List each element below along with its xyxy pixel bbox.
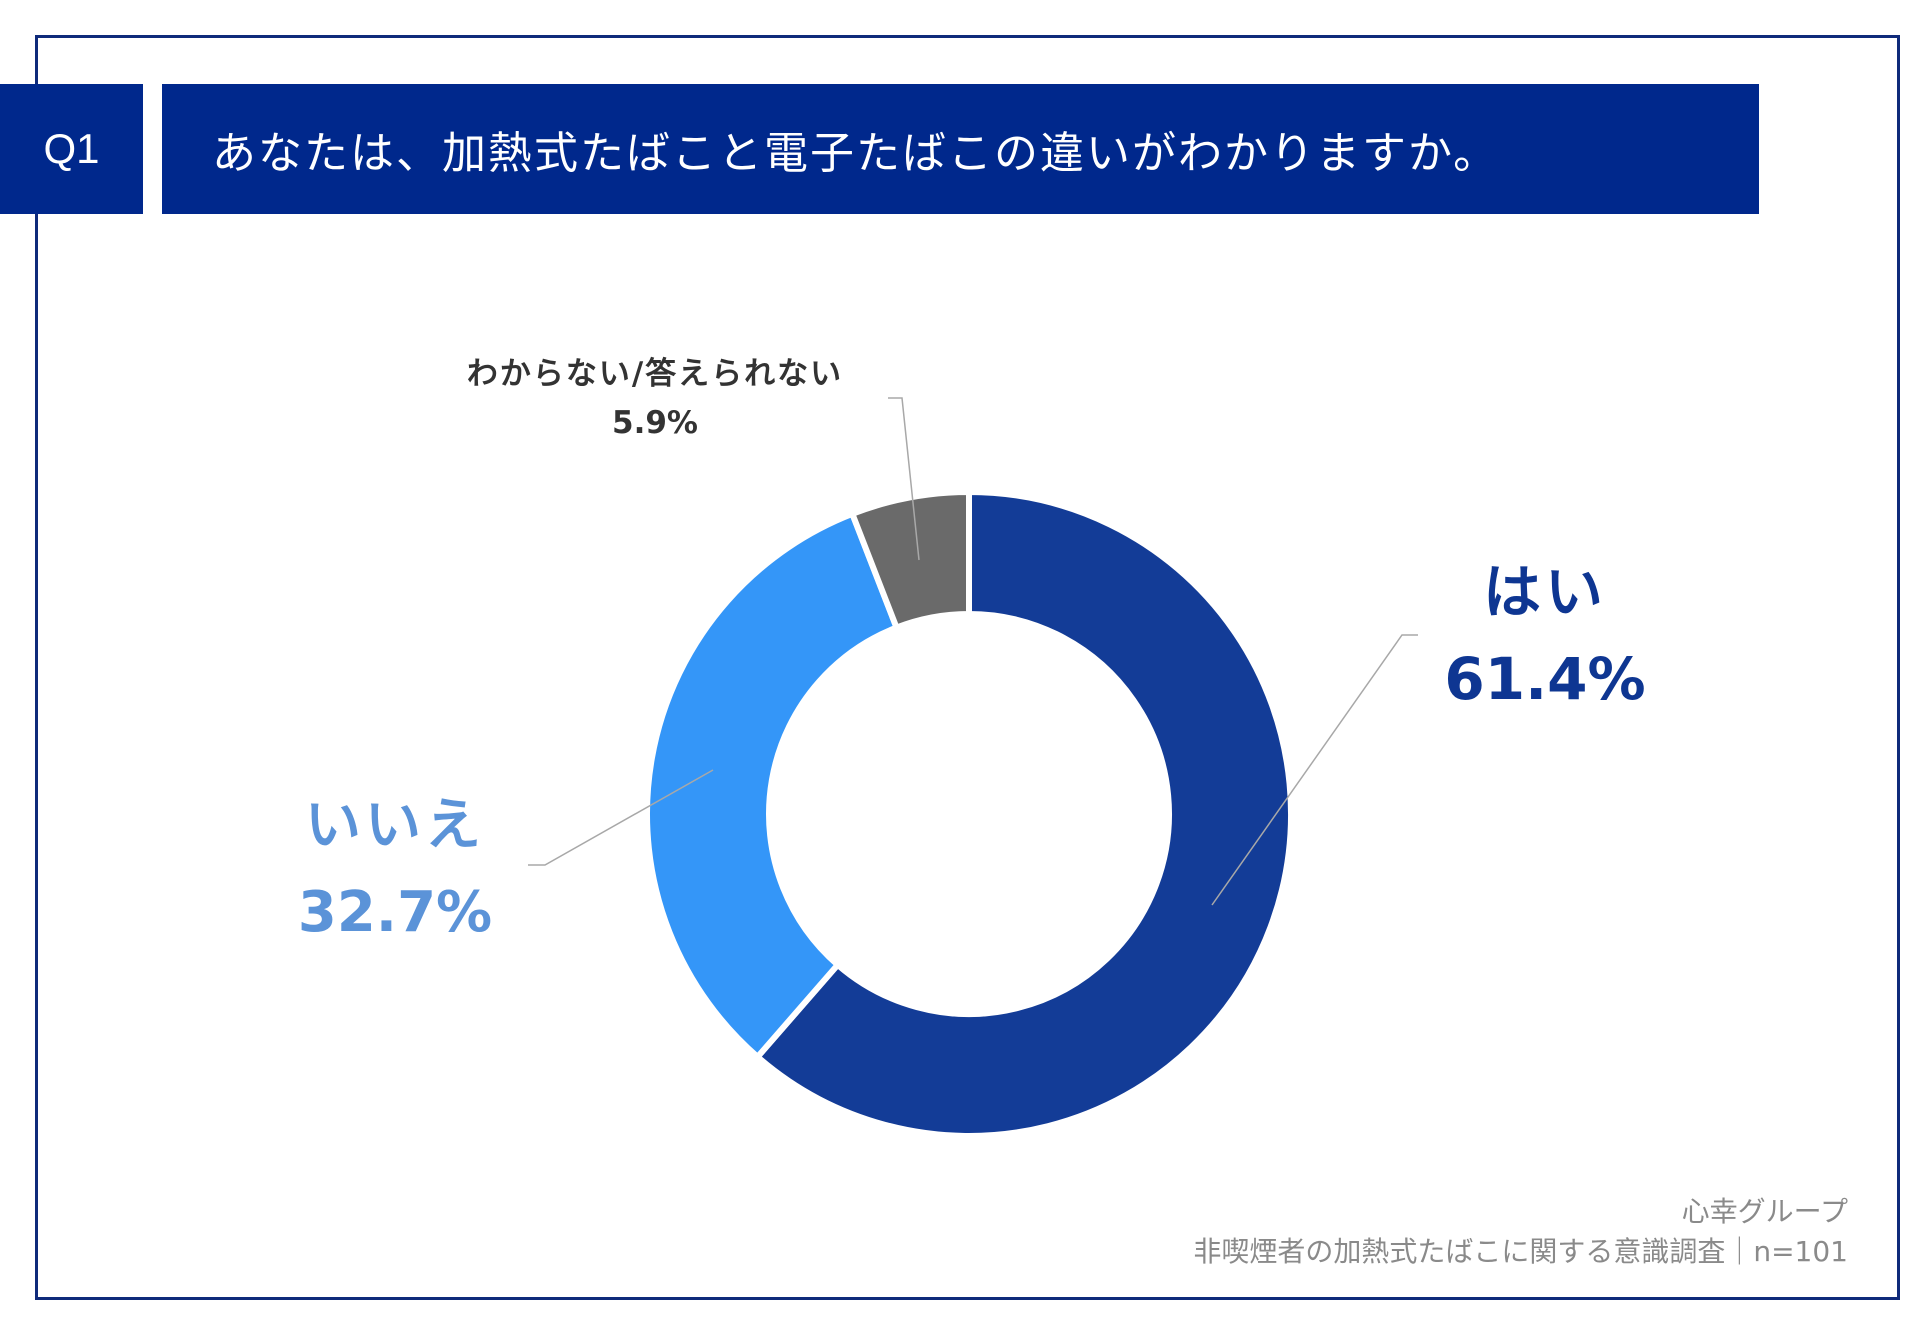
question-number-badge: Q1 [0, 84, 143, 214]
label-yes-value: 61.4% [1444, 645, 1646, 713]
leader-line-unknown [888, 397, 920, 561]
source-company: 心幸グループ [1681, 1195, 1848, 1228]
label-no-name: いいえ [305, 793, 485, 858]
leader-line-no [528, 769, 714, 866]
donut-slice-no [644, 509, 901, 1062]
label-unknown-value: 5.9% [612, 405, 698, 441]
question-title: あなたは、加熱式たばこと電子たばこの違いがわかりますか。 [162, 84, 1759, 214]
donut-slice-unknown [848, 488, 972, 632]
leader-line-yes [1211, 634, 1418, 906]
label-no-value: 32.7% [297, 880, 493, 945]
label-unknown-name: わからない/答えられない [466, 356, 844, 392]
chart-frame [35, 35, 1900, 1300]
donut-slice-yes [753, 488, 1294, 1139]
label-yes-name: はい [1482, 558, 1607, 626]
source-survey-info: 非喫煙者の加熱式たばこに関する意識調査｜n=101 [1193, 1235, 1848, 1268]
